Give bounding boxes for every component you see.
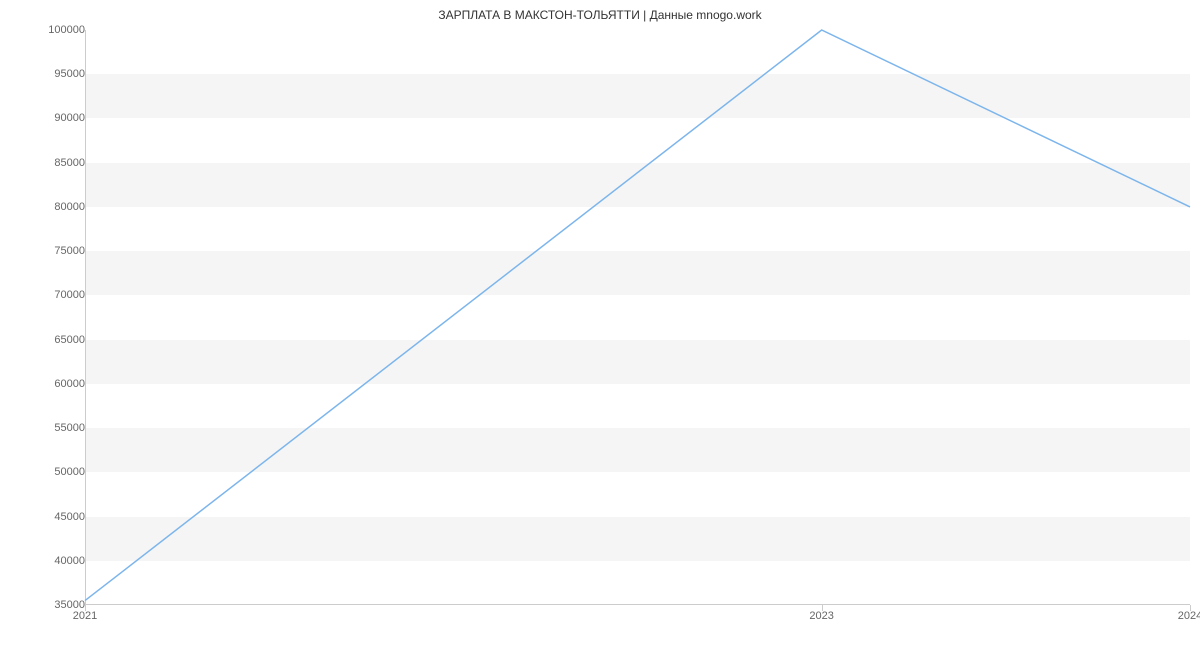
x-tick-label: 2024 [1178,610,1200,622]
y-tick-label: 80000 [54,201,85,213]
x-tick-label: 2021 [73,610,97,622]
y-tick-label: 50000 [54,466,85,478]
y-tick-label: 90000 [54,112,85,124]
y-tick-label: 40000 [54,555,85,567]
line-series-svg [85,30,1190,605]
x-tick-mark [822,605,823,611]
y-tick-label: 45000 [54,511,85,523]
y-tick-label: 55000 [54,422,85,434]
x-tick-mark [1190,605,1191,611]
y-tick-label: 85000 [54,157,85,169]
y-tick-label: 70000 [54,289,85,301]
chart-plot-area [85,30,1190,605]
y-tick-label: 65000 [54,334,85,346]
y-tick-label: 60000 [54,378,85,390]
x-tick-label: 2023 [809,610,833,622]
y-tick-label: 95000 [54,68,85,80]
y-tick-label: 75000 [54,245,85,257]
x-tick-mark [85,605,86,611]
y-tick-label: 100000 [48,24,85,36]
chart-title: ЗАРПЛАТА В МАКСТОН-ТОЛЬЯТТИ | Данные mno… [0,0,1200,26]
